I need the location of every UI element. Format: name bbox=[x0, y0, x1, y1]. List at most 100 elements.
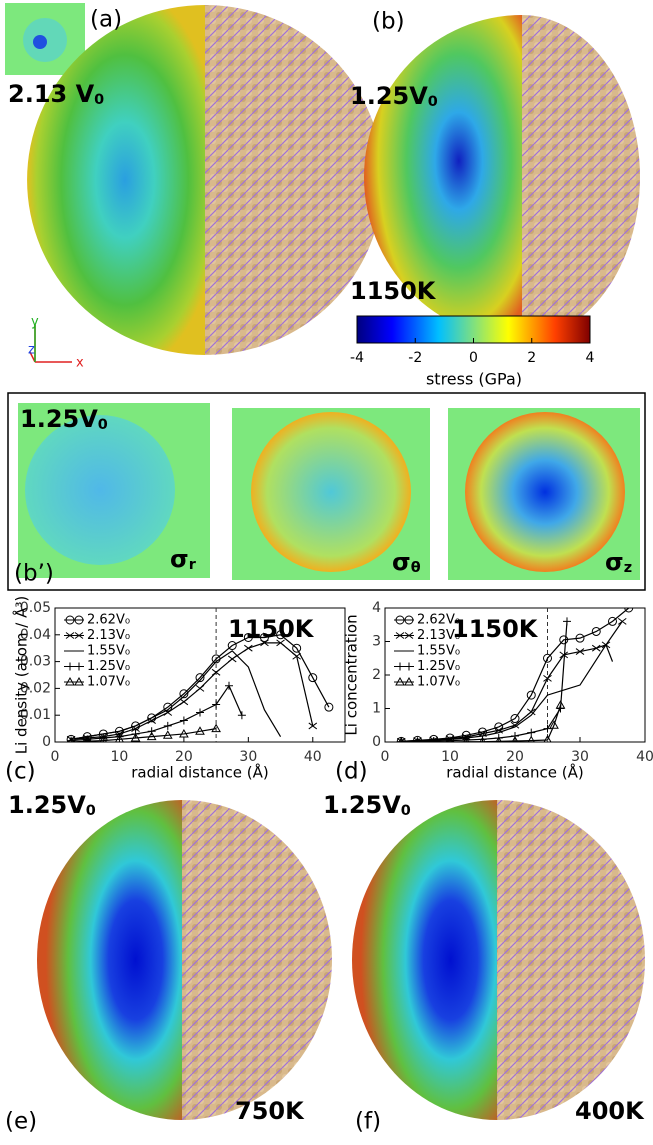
temperature-label: 1150K bbox=[350, 277, 437, 305]
marker bbox=[244, 644, 253, 652]
plot-frame bbox=[54, 607, 346, 743]
marker bbox=[414, 736, 421, 742]
marker bbox=[624, 608, 634, 613]
marker bbox=[211, 668, 221, 676]
marker bbox=[543, 653, 552, 663]
y-tick-label: 0.04 bbox=[20, 627, 51, 643]
colorbar-tick-label: -4 bbox=[350, 350, 364, 366]
marker bbox=[575, 633, 585, 643]
y-tick-label: 3 bbox=[372, 634, 381, 650]
marker bbox=[162, 730, 173, 739]
y-tick-label: 0.01 bbox=[20, 707, 51, 723]
stress-half bbox=[27, 5, 205, 355]
marker bbox=[196, 708, 204, 717]
component-label-sub: z bbox=[624, 560, 632, 576]
component-label: σθ bbox=[392, 548, 421, 576]
marker bbox=[404, 676, 414, 686]
component-label: σr bbox=[170, 545, 197, 573]
marker bbox=[65, 615, 75, 625]
y-tick-label: 0.05 bbox=[20, 600, 51, 616]
marker bbox=[74, 676, 84, 686]
marker bbox=[404, 632, 414, 639]
marker bbox=[308, 673, 318, 683]
panel-label: (e) bbox=[5, 1109, 37, 1135]
marker bbox=[227, 655, 237, 663]
panel-label: (b) bbox=[372, 9, 405, 35]
colorbar-tick-label: 2 bbox=[527, 350, 536, 366]
map-disc bbox=[25, 415, 175, 565]
component-label-main: σ bbox=[392, 548, 411, 576]
volume-label-sub: 0 bbox=[401, 803, 411, 819]
x-tick-label: 10 bbox=[441, 749, 459, 765]
marker bbox=[276, 630, 286, 640]
volume-label-sub: 0 bbox=[98, 417, 108, 433]
marker bbox=[237, 711, 246, 720]
marker bbox=[495, 736, 502, 742]
y-axis-label: Li concentration bbox=[343, 614, 361, 735]
volume-label-main: 1.25V bbox=[20, 405, 98, 433]
marker bbox=[179, 716, 188, 725]
volume-label-sub: 0 bbox=[86, 803, 96, 819]
x-tick-label: 40 bbox=[636, 749, 653, 765]
marker bbox=[398, 736, 405, 742]
marker bbox=[617, 618, 627, 625]
series-line bbox=[401, 643, 614, 742]
marker bbox=[479, 736, 486, 742]
marker bbox=[212, 700, 221, 709]
marker bbox=[65, 676, 75, 686]
marker bbox=[66, 662, 74, 671]
volume-label-main: 1.25V bbox=[8, 791, 86, 819]
y-tick-label: 1 bbox=[372, 701, 381, 717]
structure-images bbox=[5, 3, 646, 1120]
marker bbox=[211, 723, 221, 733]
stress-half bbox=[364, 15, 522, 339]
marker bbox=[526, 708, 536, 716]
x-tick-label: 10 bbox=[111, 749, 129, 765]
marker bbox=[292, 652, 301, 660]
volume-label-sub: 0 bbox=[94, 92, 104, 108]
legend-label: 1.25V₀ bbox=[87, 659, 130, 674]
map-box bbox=[7, 392, 646, 591]
volume-label: 1.25V0 bbox=[20, 405, 108, 433]
colorbar-tick-label: 0 bbox=[469, 350, 478, 366]
temperature-label: 750K bbox=[235, 1097, 305, 1125]
x-tick-label: 40 bbox=[304, 749, 322, 765]
marker bbox=[395, 632, 405, 639]
panel-label: (b’) bbox=[14, 561, 54, 587]
map-disc bbox=[251, 412, 411, 572]
triad-x: x bbox=[76, 356, 84, 371]
volume-label: 1.25V0 bbox=[8, 791, 96, 819]
legend-label: 2.62V₀ bbox=[87, 613, 130, 628]
volume-label: 1.25V0 bbox=[323, 791, 411, 819]
marker bbox=[163, 721, 172, 730]
marker bbox=[511, 731, 519, 740]
legend-label: 2.13V₀ bbox=[87, 628, 130, 643]
marker bbox=[447, 736, 453, 742]
x-tick-label: 30 bbox=[239, 749, 257, 765]
x-axis-label: radial distance (Å) bbox=[131, 763, 268, 782]
marker bbox=[405, 662, 413, 671]
y-tick-label: 0.03 bbox=[20, 654, 51, 670]
volume-label-sub: 0 bbox=[428, 94, 438, 110]
series-line bbox=[71, 642, 314, 740]
colorbar-label: stress (GPa) bbox=[426, 370, 522, 389]
marker bbox=[115, 734, 124, 742]
marker bbox=[147, 727, 156, 736]
component-label: σz bbox=[605, 548, 632, 576]
y-axis-label: Li density (atom / Å³) bbox=[12, 596, 31, 755]
x-axis-label: radial distance (Å) bbox=[446, 763, 583, 782]
marker bbox=[74, 632, 84, 639]
component-label-main: σ bbox=[605, 548, 624, 576]
y-tick-label: 0 bbox=[42, 734, 51, 750]
annotation: 1150K bbox=[452, 615, 539, 643]
marker bbox=[227, 641, 237, 651]
atom-half bbox=[205, 5, 383, 355]
marker bbox=[559, 651, 569, 659]
legend-label: 2.13V₀ bbox=[417, 628, 460, 643]
inset-core bbox=[33, 35, 47, 49]
marker bbox=[324, 702, 334, 712]
marker bbox=[526, 690, 536, 700]
x-tick-label: 20 bbox=[506, 749, 524, 765]
marker bbox=[308, 722, 318, 730]
x-tick-label: 30 bbox=[571, 749, 589, 765]
